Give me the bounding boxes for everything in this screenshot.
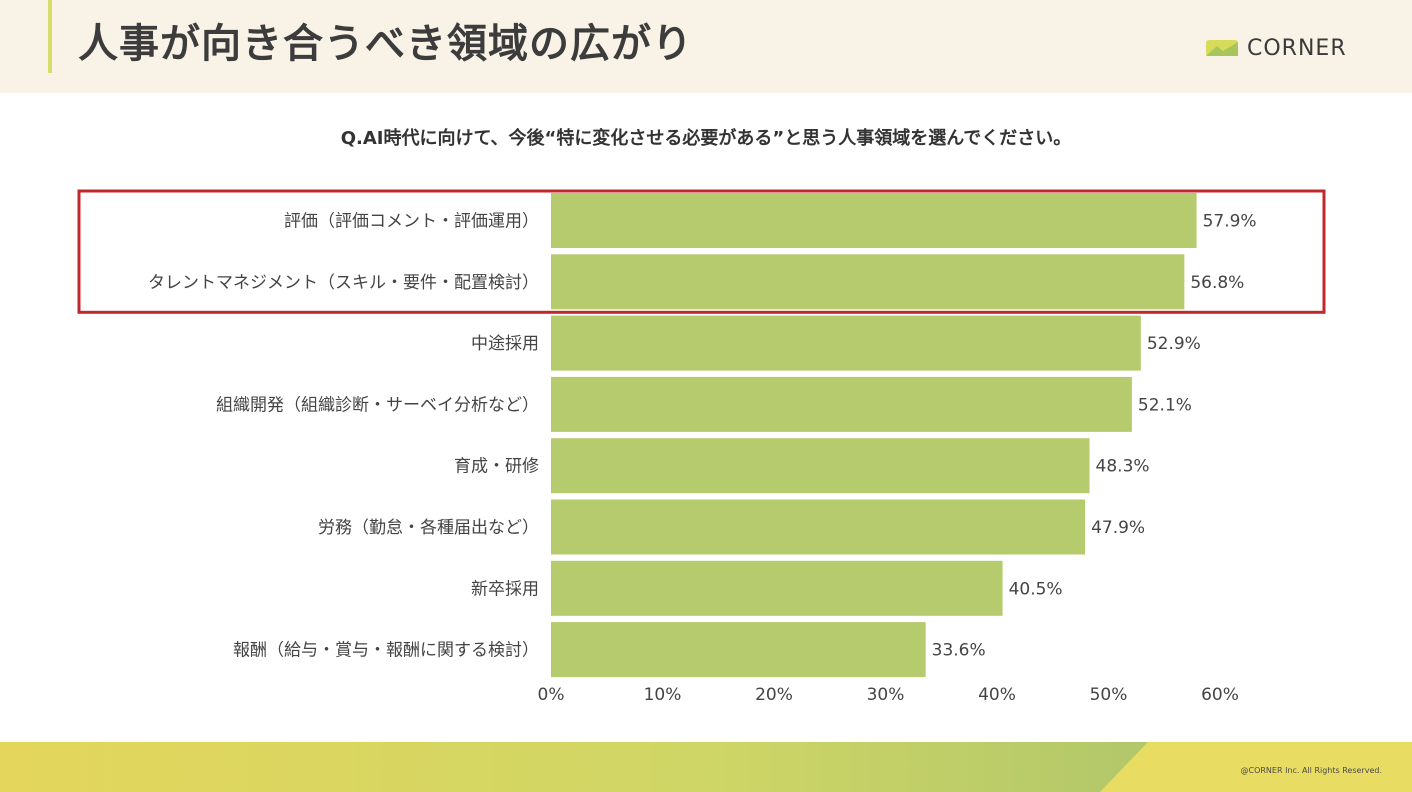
highlight-box [77, 189, 1326, 314]
category-label-5: 労務（勤怠・各種届出など） [318, 518, 539, 538]
survey-question-text: Q.AI時代に向けて、今後“特に変化させる必要がある”と思う人事領域を選んでくだ… [340, 128, 1072, 149]
bar-3 [551, 376, 1132, 432]
value-label-3: 52.1% [1138, 395, 1192, 415]
value-labels-layer: 57.9% 56.8% 52.9% 52.1% 48.3% 47.9% 40.5% 33.6% [932, 212, 1257, 661]
copyright: @CORNER Inc. All Rights Reserved. [1240, 766, 1382, 775]
category-label-7: 報酬（給与・賞与・報酬に関する検討） [233, 641, 539, 661]
bar-6 [551, 560, 1003, 616]
bar-5 [551, 499, 1086, 555]
bar-1 [551, 254, 1185, 310]
x-tick-label-4: 40% [978, 685, 1016, 705]
x-tick-label-3: 30% [867, 685, 905, 705]
x-tick-label-6: 60% [1201, 685, 1239, 705]
bar-0 [551, 193, 1197, 248]
category-label-2: 中途採用 [471, 334, 539, 354]
x-axis-ticks-layer: 0% 10% 20% 30% 40% 50% 60% [538, 685, 1239, 705]
bars-layer [551, 193, 1197, 678]
value-label-7: 33.6% [932, 641, 986, 661]
bar-2 [551, 315, 1141, 371]
value-label-1: 56.8% [1190, 273, 1244, 293]
value-label-6: 40.5% [1009, 579, 1063, 599]
x-tick-label-1: 10% [644, 685, 682, 705]
bar-7 [551, 622, 926, 678]
value-label-0: 57.9% [1203, 212, 1257, 232]
category-label-1: タレントマネジメント（スキル・要件・配置検討） [148, 273, 539, 293]
highlight-layer [77, 189, 1326, 314]
x-tick-label-2: 20% [755, 685, 793, 705]
value-label-2: 52.9% [1147, 334, 1201, 354]
category-label-4: 育成・研修 [454, 457, 539, 477]
page-title: 人事が向き合うべき領域の広がり [78, 21, 693, 67]
x-tick-label-0: 0% [538, 685, 565, 705]
bar-4 [551, 438, 1090, 494]
category-label-3: 組織開発（組織診断・サーベイ分析など） [216, 395, 539, 415]
footer-band [0, 742, 1412, 792]
corner-logo-icon [1206, 40, 1238, 56]
header-accent-bar [48, 0, 52, 73]
brand-logo: CORNER [1205, 34, 1347, 62]
survey-question: Q.AI時代に向けて、今後“特に変化させる必要がある”と思う人事領域を選んでくだ… [0, 124, 1412, 150]
x-tick-label-5: 50% [1090, 685, 1128, 705]
category-label-6: 新卒採用 [471, 579, 539, 599]
brand-name: CORNER [1247, 35, 1347, 61]
category-label-0: 評価（評価コメント・評価運用） [284, 212, 539, 232]
header: 人事が向き合うべき領域の広がり CORNER [0, 0, 1412, 93]
category-labels-layer: 評価（評価コメント・評価運用） タレントマネジメント（スキル・要件・配置検討） 中途… [148, 212, 539, 661]
bar-chart: 評価（評価コメント・評価運用） タレントマネジメント（スキル・要件・配置検討） 中途… [77, 189, 1326, 705]
footer-diagonal [1100, 742, 1412, 792]
value-label-5: 47.9% [1091, 518, 1145, 538]
value-label-4: 48.3% [1096, 457, 1150, 477]
